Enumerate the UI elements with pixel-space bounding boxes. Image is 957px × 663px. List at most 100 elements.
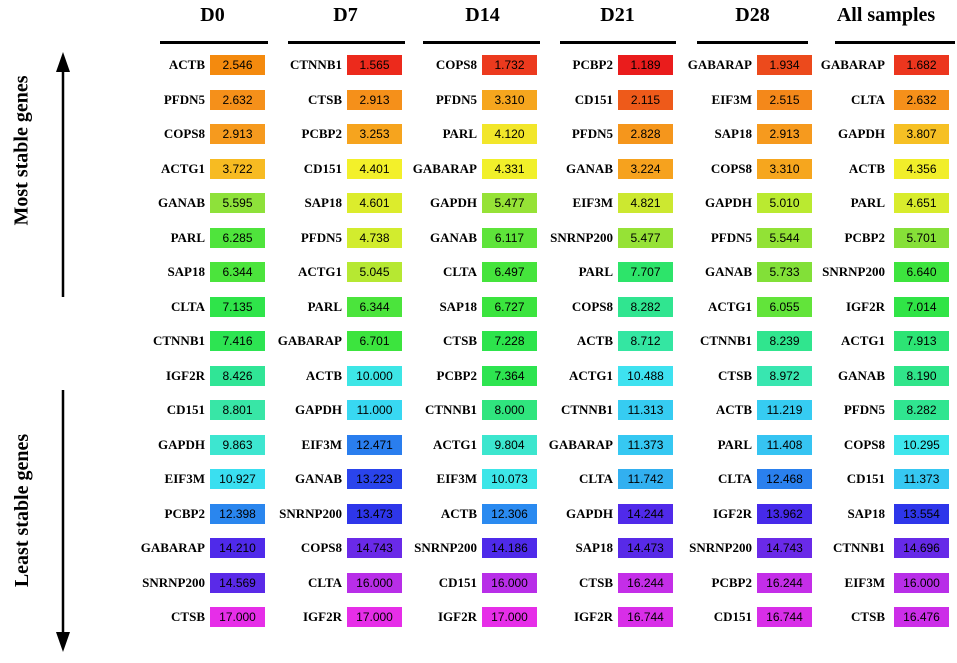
gene-label: COPS8	[843, 436, 885, 452]
gene-label: COPS8	[435, 57, 477, 72]
stability-value-cell: 16.476	[894, 607, 949, 627]
stability-value-cell: 11.313	[618, 400, 673, 420]
gene-label: SNRNP200	[550, 229, 613, 245]
gene-label: PARL	[307, 298, 342, 314]
gene-label: PCBP2	[711, 574, 752, 590]
stability-value-cell: 5.595	[210, 193, 265, 213]
gene-label: GABARAP	[687, 57, 752, 72]
stability-value-cell: 7.135	[210, 296, 265, 317]
gene-label: ACTB	[715, 402, 752, 417]
gene-label: CTSB	[579, 574, 613, 590]
stability-value-cell: 14.743	[347, 538, 402, 558]
gene-label: SNRNP200	[142, 574, 205, 590]
gene-label: EIF3M	[572, 195, 613, 210]
stability-value-cell: 16.244	[757, 572, 812, 593]
stability-value-cell: 14.569	[210, 572, 265, 593]
stability-value-cell: 12.398	[210, 503, 265, 524]
stability-value-cell: 3.253	[347, 124, 402, 144]
gene-label: IGF2R	[166, 367, 205, 383]
column-header: All samples	[836, 4, 936, 26]
stability-value-cell: 10.000	[347, 365, 402, 386]
stability-value-cell: 16.000	[482, 572, 537, 593]
gene-label: PARL	[850, 195, 885, 210]
gene-label: PARL	[170, 229, 205, 245]
stability-value-cell: 6.285	[210, 227, 265, 248]
stability-value-cell: 7.913	[894, 331, 949, 351]
stability-value-cell: 12.468	[757, 469, 812, 489]
gene-label: CTSB	[443, 333, 477, 348]
stability-value-cell: 2.546	[210, 55, 265, 75]
stability-value-cell: 1.682	[894, 55, 949, 75]
column-header: D0	[200, 4, 225, 26]
gene-label: PFDN5	[843, 402, 885, 417]
gene-label: EIF3M	[844, 574, 885, 590]
gene-label: COPS8	[300, 540, 342, 555]
stability-value-cell: 3.807	[894, 124, 949, 144]
gene-label: EIF3M	[164, 471, 205, 486]
gene-label: GABARAP	[277, 333, 342, 348]
stability-value-cell: 8.426	[210, 365, 265, 386]
gene-label: PCBP2	[844, 229, 885, 245]
gene-label: GANAB	[295, 471, 342, 486]
gene-label: PCBP2	[164, 505, 205, 521]
stability-value-cell: 2.115	[618, 89, 673, 110]
gene-label: COPS8	[710, 160, 752, 176]
stability-value-cell: 8.801	[210, 400, 265, 420]
gene-label: CTNNB1	[560, 402, 613, 417]
gene-label: EIF3M	[301, 436, 342, 452]
stability-value-cell: 10.488	[618, 365, 673, 386]
stability-value-cell: 7.364	[482, 365, 537, 386]
gene-label: PARL	[442, 126, 477, 141]
stability-value-cell: 2.515	[757, 89, 812, 110]
stability-value-cell: 14.743	[757, 538, 812, 558]
stability-value-cell: 11.408	[757, 434, 812, 455]
gene-label: SAP18	[304, 195, 342, 210]
gene-label: PFDN5	[163, 91, 205, 107]
column-underline	[288, 41, 405, 44]
gene-label: GAPDH	[705, 195, 752, 210]
gene-label: GAPDH	[430, 195, 477, 210]
gene-label: PCBP2	[301, 126, 342, 141]
gene-label: EIF3M	[436, 471, 477, 486]
stability-value-cell: 14.473	[618, 538, 673, 558]
stability-value-cell: 4.401	[347, 158, 402, 179]
stability-value-cell: 16.000	[894, 572, 949, 593]
gene-label: GABARAP	[140, 540, 205, 555]
gene-label: SAP18	[714, 126, 752, 141]
column-underline	[423, 41, 540, 44]
stability-value-cell: 8.239	[757, 331, 812, 351]
stability-value-cell: 2.913	[210, 124, 265, 144]
stability-value-cell: 8.972	[757, 365, 812, 386]
gene-label: GAPDH	[838, 126, 885, 141]
stability-value-cell: 1.934	[757, 55, 812, 75]
stability-value-cell: 7.416	[210, 331, 265, 351]
gene-label: IGF2R	[713, 505, 752, 521]
gene-label: GABARAP	[412, 160, 477, 176]
stability-value-cell: 17.000	[347, 607, 402, 627]
stability-value-cell: 5.544	[757, 227, 812, 248]
stability-value-cell: 7.228	[482, 331, 537, 351]
column-header: D14	[465, 4, 500, 26]
gene-label: CD151	[438, 574, 477, 590]
column-underline	[835, 41, 955, 44]
gene-label: PCBP2	[436, 367, 477, 383]
gene-label: SNRNP200	[689, 540, 752, 555]
gene-label: CD151	[574, 91, 613, 107]
gene-label: CTSB	[171, 609, 205, 624]
stability-value-cell: 2.913	[347, 89, 402, 110]
gene-label: CLTA	[579, 471, 613, 486]
stability-value-cell: 16.000	[347, 572, 402, 593]
gene-label: SAP18	[847, 505, 885, 521]
gene-label: PCBP2	[572, 57, 613, 72]
stability-value-cell: 13.223	[347, 469, 402, 489]
gene-label: GANAB	[705, 264, 752, 279]
gene-label: ACTG1	[707, 298, 752, 314]
stability-value-cell: 16.244	[618, 572, 673, 593]
gene-label: IGF2R	[574, 609, 613, 624]
gene-label: CLTA	[443, 264, 477, 279]
stability-value-cell: 17.000	[210, 607, 265, 627]
stability-value-cell: 8.000	[482, 400, 537, 420]
stability-value-cell: 8.282	[618, 296, 673, 317]
stability-value-cell: 5.477	[618, 227, 673, 248]
